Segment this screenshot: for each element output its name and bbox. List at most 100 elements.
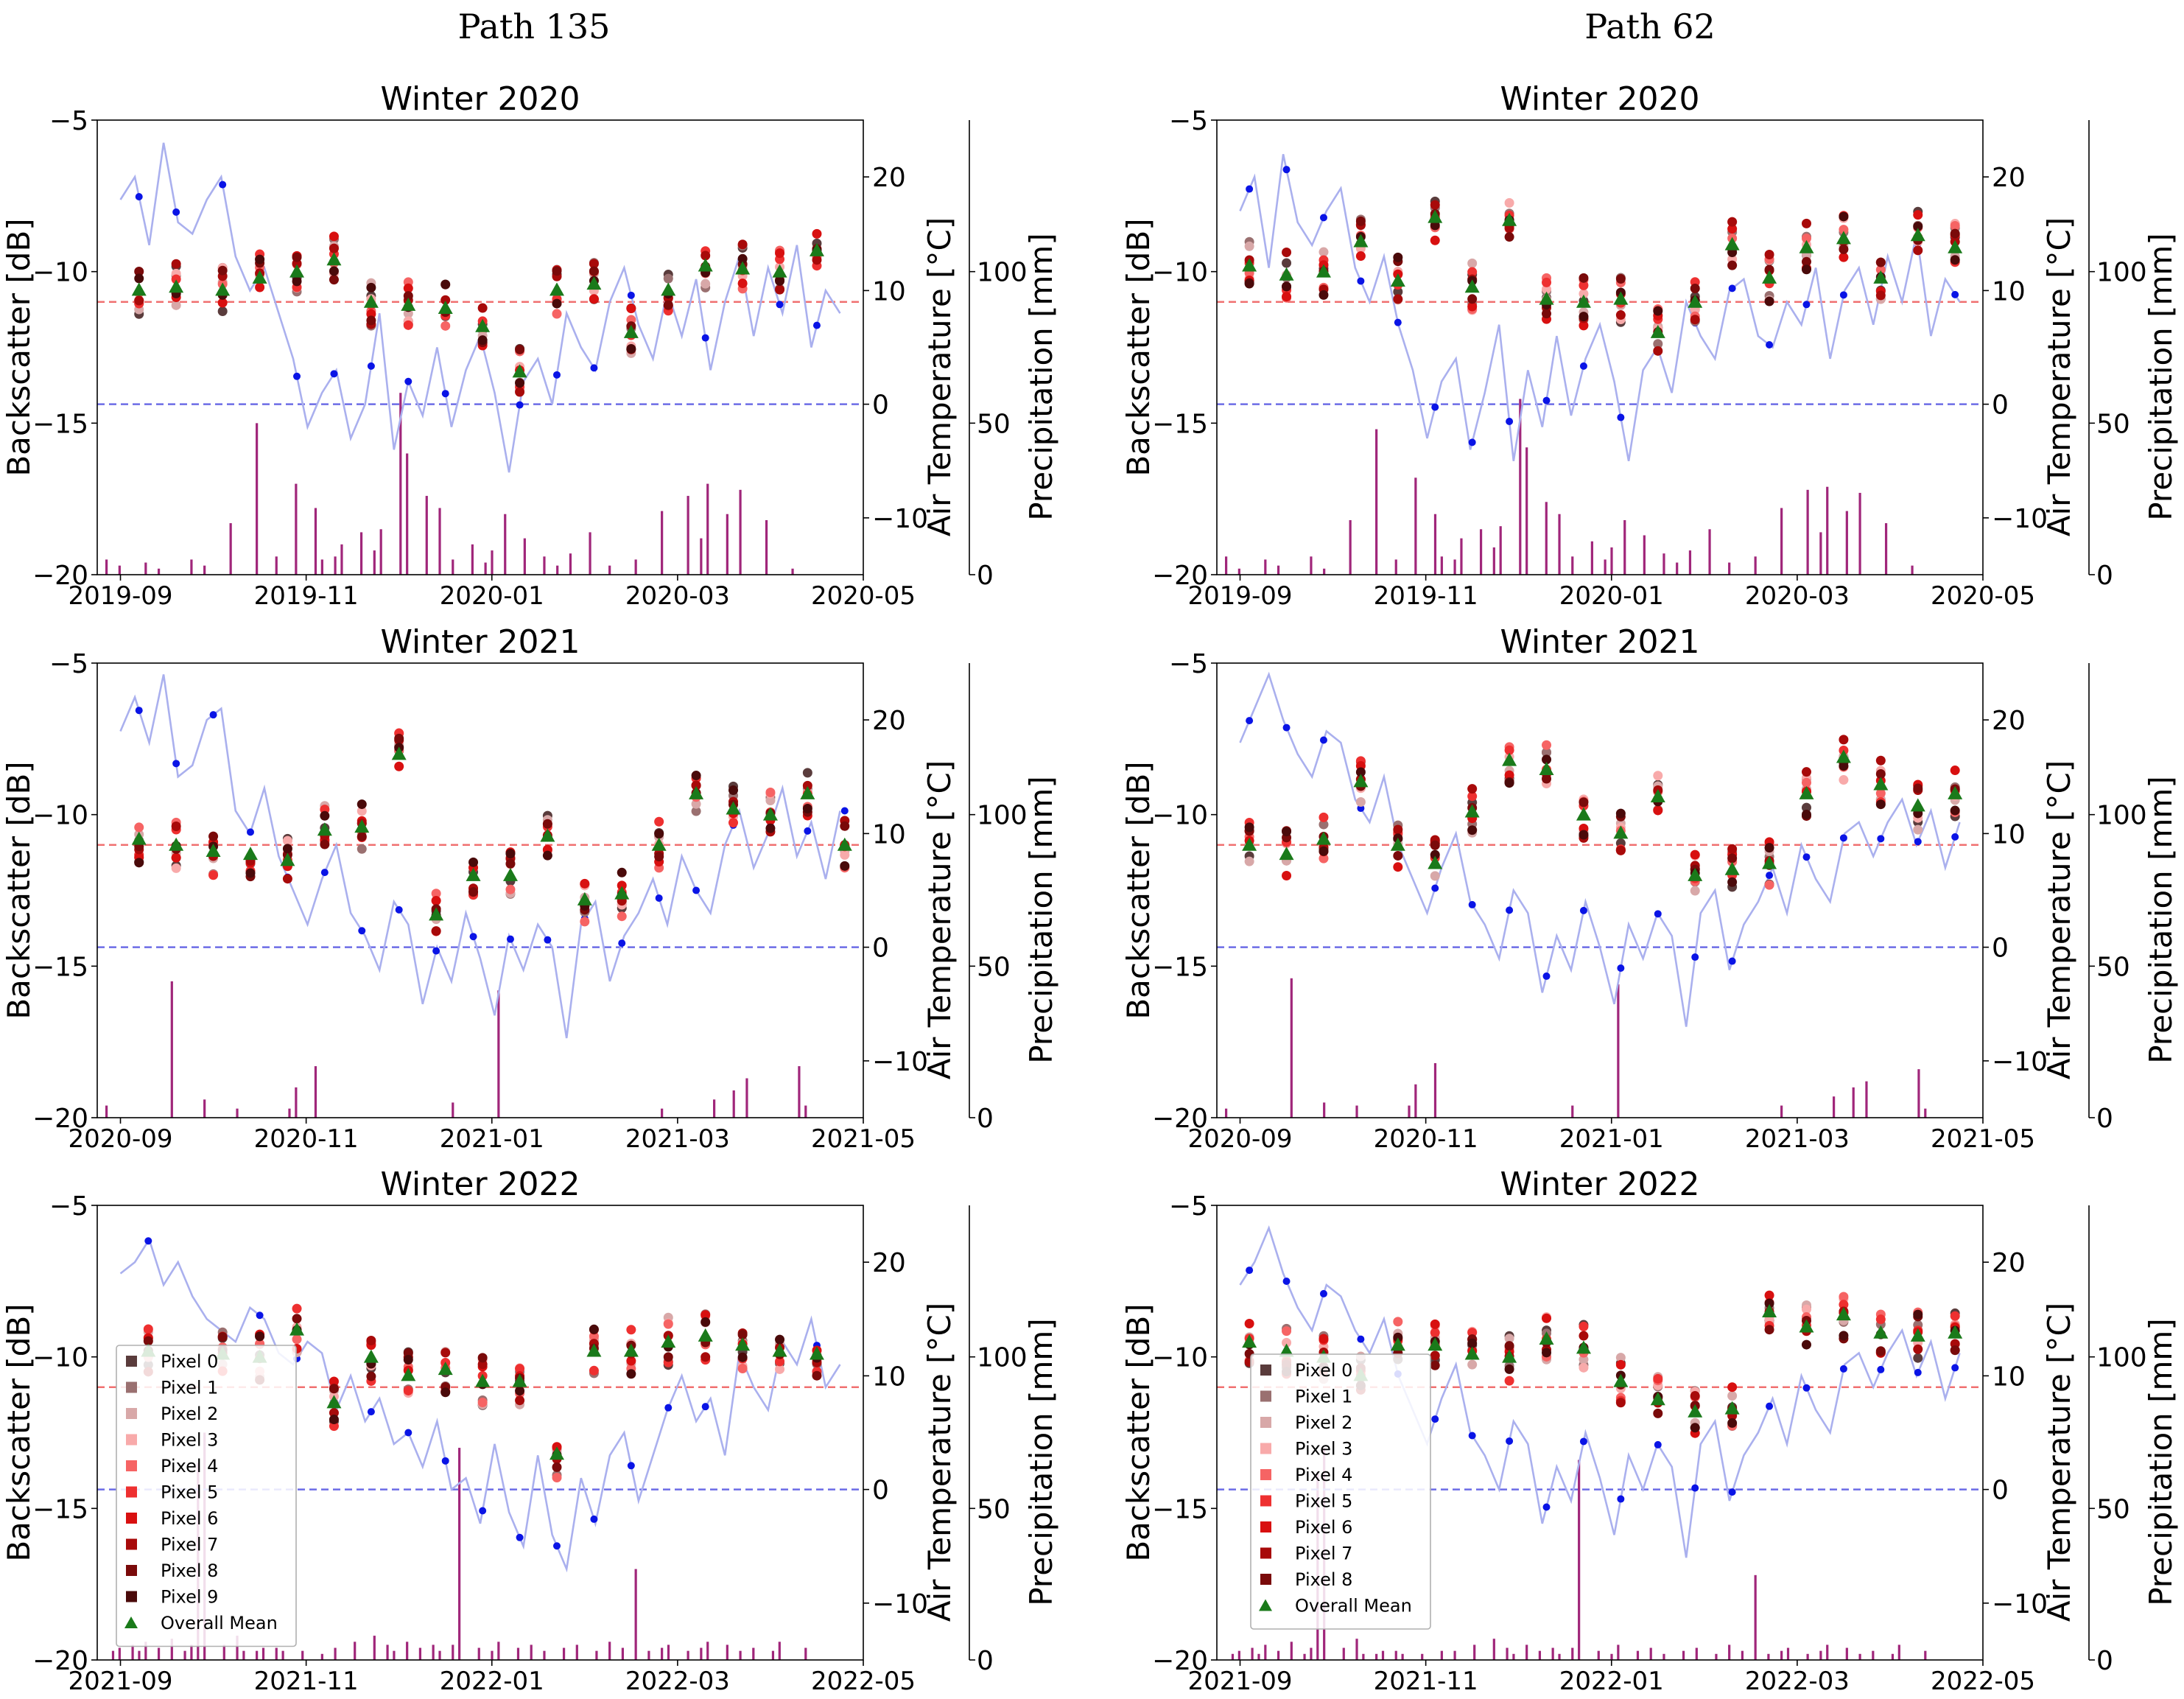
- pixel-point: [1319, 1334, 1329, 1344]
- pixel-point: [1467, 294, 1478, 304]
- pixel-point: [1319, 846, 1329, 856]
- pixel-point: [1615, 310, 1626, 320]
- precip-bar: [530, 1644, 533, 1660]
- pixel-point: [589, 259, 599, 269]
- pixel-point: [208, 831, 219, 841]
- precip-bar: [1506, 1647, 1509, 1660]
- pixel-point: [505, 849, 516, 859]
- pixel-point: [1467, 1359, 1478, 1370]
- precip-bar: [236, 1108, 239, 1118]
- precip-bar: [340, 544, 343, 575]
- overall-mean-marker: [243, 847, 258, 861]
- acquisition-temperature-point: [172, 208, 180, 216]
- precip-bar: [131, 1644, 134, 1660]
- legend-pixel-marker: [1260, 1469, 1271, 1480]
- acquisition-temperature-point: [1766, 872, 1774, 880]
- pixel-point: [171, 300, 181, 310]
- legend-path-62-winter-2022: Pixel 0 Pixel 1 Pixel 2 Pixel 3 Pixel 4 Pixel…: [1250, 1353, 1431, 1630]
- precip-bar: [1741, 1650, 1744, 1660]
- acquisition-temperature-point: [1542, 972, 1551, 980]
- overall-mean-marker: [614, 886, 630, 900]
- precip-bar: [1826, 486, 1829, 575]
- precip-bar: [477, 1647, 480, 1660]
- pixel-point: [552, 1462, 562, 1472]
- pixel-point: [626, 1325, 636, 1335]
- legend-path-135-winter-2022: Pixel 0 Pixel 1 Pixel 2 Pixel 3 Pixel 4 Pixel…: [116, 1345, 297, 1647]
- pixel-point: [654, 829, 664, 839]
- pixel-point: [1839, 211, 1849, 222]
- acquisition-temperature-point: [395, 905, 403, 914]
- pixel-point: [542, 819, 552, 829]
- acquisition-temperature-point: [172, 760, 180, 768]
- acquisition-temperature-point: [1691, 1484, 1699, 1492]
- panel-title: Winter 2020: [1500, 80, 1699, 118]
- acquisition-temperature-point: [1246, 185, 1254, 193]
- precip-bar: [1355, 1639, 1358, 1660]
- pixel-point: [1393, 824, 1403, 835]
- y3-tick-label: 100: [977, 1343, 1028, 1373]
- precip-bar: [1819, 532, 1822, 575]
- precip-bar: [452, 1102, 454, 1118]
- precip-bar: [261, 1647, 265, 1660]
- y2-tick-label: −10: [872, 1047, 928, 1077]
- acquisition-temperature-point: [144, 1237, 152, 1245]
- acquisition-temperature-point: [1579, 362, 1587, 370]
- precip-bar: [791, 568, 794, 575]
- pixel-point: [626, 304, 636, 314]
- precip-bar: [1479, 529, 1483, 575]
- pixel-point: [701, 279, 711, 289]
- pixel-point: [701, 251, 711, 261]
- precip-bar: [1728, 562, 1731, 575]
- pixel-point: [1579, 273, 1589, 283]
- air-temperature-line: [119, 674, 841, 1039]
- y2-tick-label: 0: [872, 1476, 889, 1506]
- acquisition-temperature-point: [1839, 834, 1847, 842]
- pixel-point: [1615, 845, 1626, 855]
- pixel-point: [394, 761, 404, 771]
- acquisition-temperature-point: [1617, 1495, 1625, 1503]
- acquisition-temperature-point: [1431, 403, 1439, 411]
- legend-label: Pixel 7: [161, 1535, 218, 1555]
- precip-bar: [726, 514, 728, 575]
- precip-bar: [275, 556, 278, 575]
- pixel-point: [143, 1336, 153, 1346]
- pixel-point: [1244, 279, 1254, 289]
- y2-tick-label: 10: [872, 819, 906, 849]
- overall-mean-marker: [1948, 1325, 1963, 1339]
- legend-pixel-marker: [1260, 1390, 1271, 1402]
- pixel-point: [1504, 1364, 1514, 1374]
- pixel-point: [654, 852, 664, 862]
- acquisition-temperature-point: [590, 1515, 598, 1523]
- pixel-point: [440, 295, 451, 305]
- precip-bar: [471, 544, 474, 575]
- legend-pixel-marker: [126, 1434, 137, 1446]
- precip-bar: [1433, 1062, 1437, 1118]
- legend-label: Pixel 4: [1295, 1465, 1352, 1485]
- panel-title: Winter 2022: [380, 1166, 580, 1203]
- pixel-point: [812, 228, 822, 239]
- acquisition-temperature-point: [692, 886, 701, 894]
- pixel-point: [1839, 761, 1849, 771]
- pixel-point: [1319, 247, 1329, 257]
- acquisition-temperature-point: [776, 301, 784, 309]
- overall-mean-marker: [401, 297, 416, 311]
- pixel-point: [701, 1317, 711, 1327]
- y2-tick-label: 10: [872, 1362, 906, 1392]
- acquisition-temperature-point: [1654, 1440, 1662, 1448]
- pixel-point: [1393, 850, 1403, 861]
- precip-bar: [1394, 1650, 1397, 1660]
- acquisition-temperature-point: [209, 711, 217, 719]
- panel-title: Winter 2021: [380, 623, 580, 661]
- acquisition-temperature-point: [1766, 1402, 1774, 1410]
- pixel-point: [589, 1324, 599, 1334]
- pixel-point: [1875, 1346, 1886, 1356]
- acquisition-temperature-point: [1914, 838, 1922, 846]
- pixel-point: [403, 1348, 413, 1358]
- plot-frame: [1216, 119, 1984, 575]
- precip-bar: [491, 550, 494, 575]
- x-tick-label: 2019-11: [1374, 581, 1478, 611]
- precip-bar: [190, 559, 193, 575]
- legend-pixel-marker: [126, 1356, 137, 1367]
- pixel-point: [255, 1331, 265, 1342]
- overall-mean-marker: [1836, 231, 1851, 245]
